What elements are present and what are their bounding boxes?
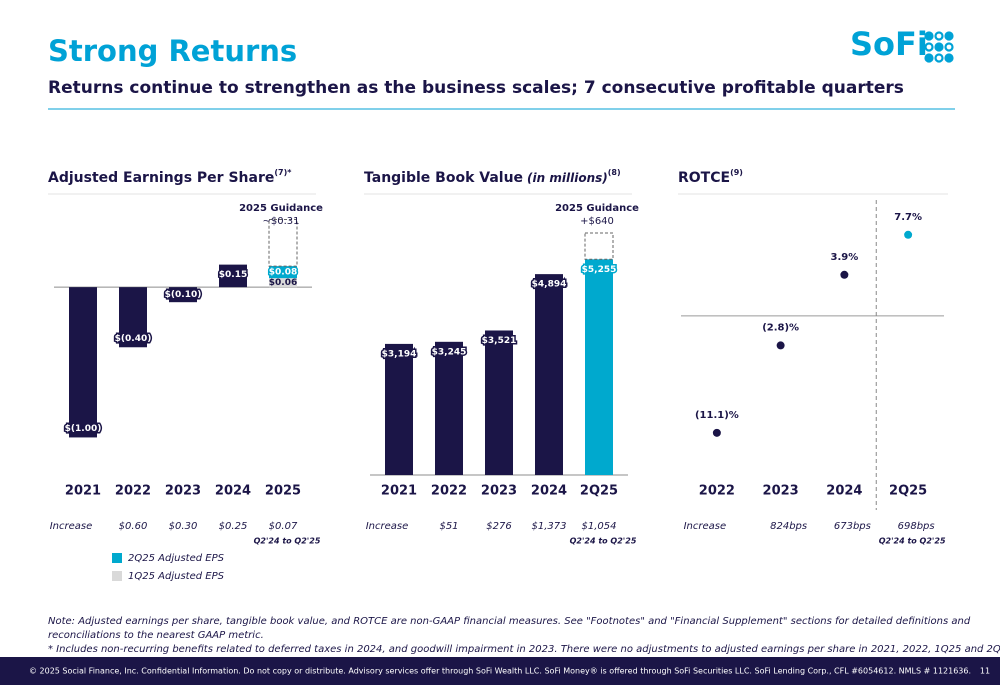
data-label: $3,245 <box>432 347 467 357</box>
x-tick-label: 2022 <box>699 484 735 499</box>
legend-swatch <box>112 571 122 581</box>
chart-unit: (in millions) <box>527 171 608 185</box>
bar <box>119 287 147 348</box>
guidance-box <box>268 219 298 267</box>
data-label: 7.7% <box>894 212 922 223</box>
x-tick-label: 2023 <box>165 484 201 499</box>
guidance-value: +$640 <box>580 216 614 227</box>
bar <box>385 343 413 475</box>
bar <box>435 341 463 475</box>
x-tick-label: 2025 <box>265 484 301 499</box>
increase-value: $0.25 <box>219 521 248 532</box>
increase-value: 824bps <box>770 521 807 532</box>
chart-title-text: Adjusted Earnings Per Share <box>48 170 274 186</box>
x-tick-label: 2Q25 <box>580 484 618 499</box>
footer-text: © 2025 Social Finance, Inc. Confidential… <box>29 667 971 676</box>
data-label: $0.06 <box>269 278 297 288</box>
logo-icon <box>924 31 954 63</box>
guidance-label: 2025 Guidance <box>555 203 639 214</box>
increase-note: Q2'24 to Q2'25 <box>254 537 321 546</box>
increase-note: Q2'24 to Q2'25 <box>570 537 637 546</box>
data-label: (2.8)% <box>762 322 799 333</box>
slide-title: Strong Returns <box>48 34 297 68</box>
x-tick-label: 2023 <box>763 484 799 499</box>
x-tick-label: 2021 <box>65 484 101 499</box>
increase-value: 698bps <box>898 521 935 532</box>
data-label: $0.15 <box>219 270 247 280</box>
increase-value: $1,054 <box>582 521 617 532</box>
page-number: 11 <box>980 667 990 676</box>
data-label: $5,255 <box>582 265 617 275</box>
bar <box>535 274 563 475</box>
data-label: $(0.40) <box>115 334 152 344</box>
dot <box>776 341 785 350</box>
slide-subtitle: Returns continue to strengthen as the bu… <box>48 78 904 98</box>
bar <box>485 330 513 475</box>
data-label: $(0.10) <box>165 290 202 300</box>
increase-value: $0.60 <box>119 521 148 532</box>
data-label: $3,194 <box>382 349 417 359</box>
x-tick-label: 2022 <box>115 484 151 499</box>
legend-label: 1Q25 Adjusted EPS <box>128 571 225 582</box>
x-tick-label: 2021 <box>381 484 417 499</box>
bar <box>585 259 613 475</box>
guidance-box <box>584 232 614 260</box>
data-label: $4,894 <box>532 280 567 290</box>
dot <box>904 230 913 239</box>
guidance-label: 2025 Guidance <box>239 203 323 214</box>
chart-title-note: (8) <box>608 168 621 177</box>
bar <box>69 287 97 438</box>
data-label: $0.08 <box>269 268 297 278</box>
increase-value: $276 <box>486 521 511 532</box>
logo: SoFi <box>850 25 928 63</box>
footnote: reconciliations to the nearest GAAP metr… <box>48 630 264 641</box>
increase-value: 673bps <box>834 521 871 532</box>
x-tick-label: 2024 <box>215 484 251 499</box>
bar <box>169 287 197 303</box>
dot <box>840 270 849 279</box>
legend-label: 2Q25 Adjusted EPS <box>128 553 225 564</box>
chart-title: Adjusted Earnings Per Share(7)* <box>48 168 292 187</box>
x-tick-label: 2022 <box>431 484 467 499</box>
data-label: (11.1)% <box>695 410 739 421</box>
bar <box>269 266 297 279</box>
chart-title-text: Tangible Book Value <box>364 170 523 186</box>
legend-swatch <box>112 553 122 563</box>
chart-title-text: ROTCE <box>678 170 730 186</box>
chart-title-note: (9) <box>730 168 743 177</box>
data-label: $3,521 <box>482 336 517 346</box>
chart-title: ROTCE(9) <box>678 168 743 187</box>
increase-value: $0.07 <box>269 521 298 532</box>
increase-label: Increase <box>684 521 727 532</box>
increase-label: Increase <box>50 521 93 532</box>
increase-value: $1,373 <box>532 521 567 532</box>
chart-title-note: (7)* <box>274 168 292 177</box>
chart-title: Tangible Book Value (in millions)(8) <box>364 168 621 187</box>
data-label: 3.9% <box>831 252 859 263</box>
x-tick-label: 2024 <box>826 484 862 499</box>
x-tick-label: 2024 <box>531 484 567 499</box>
guidance-value: ~$0.31 <box>262 216 299 227</box>
footnote: * Includes non-recurring benefits relate… <box>48 644 1000 655</box>
bar <box>219 264 247 288</box>
increase-label: Increase <box>366 521 409 532</box>
x-tick-label: 2Q25 <box>889 484 927 499</box>
increase-value: $51 <box>439 521 458 532</box>
data-label: $(1.00) <box>65 424 102 434</box>
footnote: Note: Adjusted earnings per share, tangi… <box>48 616 971 627</box>
footer-bar <box>0 657 1000 685</box>
x-tick-label: 2023 <box>481 484 517 499</box>
bar <box>269 278 297 288</box>
dot <box>712 428 721 437</box>
increase-value: $0.30 <box>169 521 198 532</box>
increase-note: Q2'24 to Q2'25 <box>879 537 946 546</box>
